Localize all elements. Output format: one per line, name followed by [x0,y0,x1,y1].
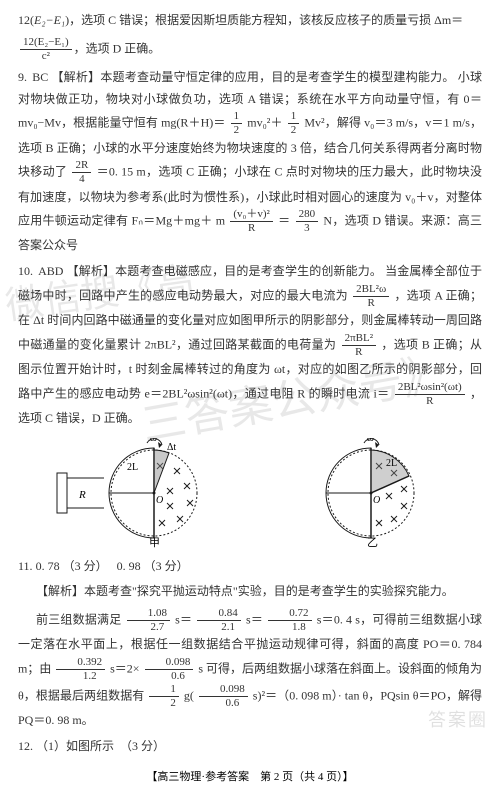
frac-num: 0.392 [56,656,105,670]
label-2L: 2L [127,462,138,473]
q11-body: 前三组数据满足 1.082.7 s＝ 0.842.1 s＝ 0.721.8 s＝… [18,607,482,732]
frac-den: 1.8 [268,621,311,634]
q11-analysis: 【解析】本题考查"探究平抛运动特点"实验，目的是考查学生的实验探究能力。 [18,581,482,603]
frac-num: 2BL²ωsin²(ωt) [395,381,465,395]
q8-frag-line2: 12(E₂−E₁) c² ，选项 D 正确。 [18,36,482,63]
txt: 12( [18,13,34,27]
fraction: 0.721.8 [268,607,311,634]
answer-letters: ABD [38,264,63,278]
label-omega: ω [150,438,157,444]
label-omega: ω [367,438,374,444]
txt: m [216,214,225,228]
frac-num: (v₀＋v)² [230,208,272,222]
q9: 9. BC 【解析】本题考查动量守恒定律的应用，目的是考查学生的模型建构能力。 … [18,67,482,257]
frac-num: 0.72 [268,607,311,621]
fraction: 12 [149,683,179,710]
q10: 10. ABD 【解析】本题考查电磁感应，目的是考查学生的创新能力。 当金属棒全… [18,261,482,430]
frac-den: 0.6 [199,697,248,710]
frac-den: R [342,346,376,359]
txt: 前三组数据满足 [36,612,121,626]
frac-num: 0.098 [199,683,248,697]
fraction: 0.3921.2 [56,656,105,683]
question-number: 9. [18,70,27,84]
label-O: O [156,495,163,506]
frac-den: 2 [288,124,300,137]
frac-num: 2R [72,159,91,173]
txt: ，选项 D 正确。 [74,41,161,55]
frac-num: 1 [231,110,243,124]
frac-num: 280 [296,208,319,222]
frac-den: 2 [231,124,243,137]
frac-den: 1.2 [56,670,105,683]
frac-den: 2.1 [197,621,240,634]
frac-den: R [395,395,465,408]
frac-num: 0.098 [145,656,194,670]
score: （3 分） [63,559,102,573]
q11-line1: 11. 0. 78 （3 分） 0. 98 （3 分） [18,556,482,578]
fraction: 2BL²ωR [353,283,389,310]
fraction: 12 [231,110,243,137]
frac-den: 2.7 [127,621,170,634]
txt: E₂−E₁ [34,13,65,27]
frac-num: 2πBL² [342,332,376,346]
diagram-yi: O 2L ω 乙 [291,438,451,548]
fraction: 0.842.1 [197,607,240,634]
txt: s＝ [246,612,263,626]
analysis-tag: 【解析】本题考查动量守恒定律的应用，目的是考查学生的模型建构能力。 [51,70,454,84]
fraction: 1.082.7 [127,607,170,634]
frac-den: 3 [296,222,319,235]
frac-den: 2 [149,697,179,710]
fraction: 2803 [296,208,319,235]
diagram-row: R O 2L Δt ω 甲 [18,438,482,548]
frac-den: R [353,297,389,310]
diagram-jia: R O 2L Δt ω 甲 [49,438,229,548]
fraction: 0.0980.6 [145,656,194,683]
answer-value: 0. 98 [117,559,141,573]
frac-num: 2BL²ω [353,283,389,297]
label-R: R [78,489,86,501]
frac-num: 1.08 [127,607,170,621]
txt: s＝ [175,612,192,626]
frac-num: 0.84 [197,607,240,621]
fraction: (v₀＋v)²R [230,208,272,235]
page-footer: 【高三物理·参考答案 第 2 页（共 4 页）】 [18,768,482,787]
question-number: 11. [18,559,33,573]
txt: g( [184,689,194,703]
caption-yi: 乙 [367,536,378,548]
frac-den: c² [20,50,72,63]
q8-frag-line1: 12(E₂−E₁)，选项 C 错误；根据爱因斯坦质能方程知，该核反应核子的质量亏… [18,10,482,32]
frac-num: 1 [149,683,179,697]
answer-value: 0. 78 [36,559,60,573]
txt: s＝2× [110,661,139,675]
answer-letters: BC [32,70,48,84]
label-O: O [373,495,380,506]
question-number: 12. [18,739,33,753]
caption-jia: 甲 [149,537,160,548]
question-number: 10. [18,264,33,278]
frac-den: R [230,222,272,235]
fraction: 12 [288,110,300,137]
fraction: 2BL²ωsin²(ωt)R [395,381,465,408]
label-dt: Δt [167,442,176,453]
fraction: 0.0980.6 [199,683,248,710]
score: （3 分） [144,559,189,573]
frac-den: 0.6 [145,670,194,683]
txt: )，选项 C 错误；根据爱因斯坦质能方程知，该核反应核子的质量亏损 Δm＝ [65,13,463,27]
frac-num: 1 [288,110,300,124]
txt: ＝ [278,214,290,228]
q12: 12. （1）如图所示 （3 分） [18,736,482,758]
corner-watermark: 答案圈 [428,704,488,736]
analysis-tag: 【解析】本题考查电磁感应，目的是考查学生的创新能力。 [67,264,382,278]
fraction: 12(E₂−E₁) c² [20,36,72,63]
analysis-tag: 【解析】本题考查"探究平抛运动特点"实验，目的是考查学生的实验探究能力。 [36,584,454,598]
frac-den: 4 [72,173,91,186]
fraction: 2R4 [72,159,91,186]
frac-num: 12(E₂−E₁) [20,36,72,50]
txt: mv₀²＋ [247,116,282,130]
txt: （1）如图所示 （3 分） [36,739,165,753]
fraction: 2πBL²R [342,332,376,359]
label-2L: 2L [386,458,397,469]
